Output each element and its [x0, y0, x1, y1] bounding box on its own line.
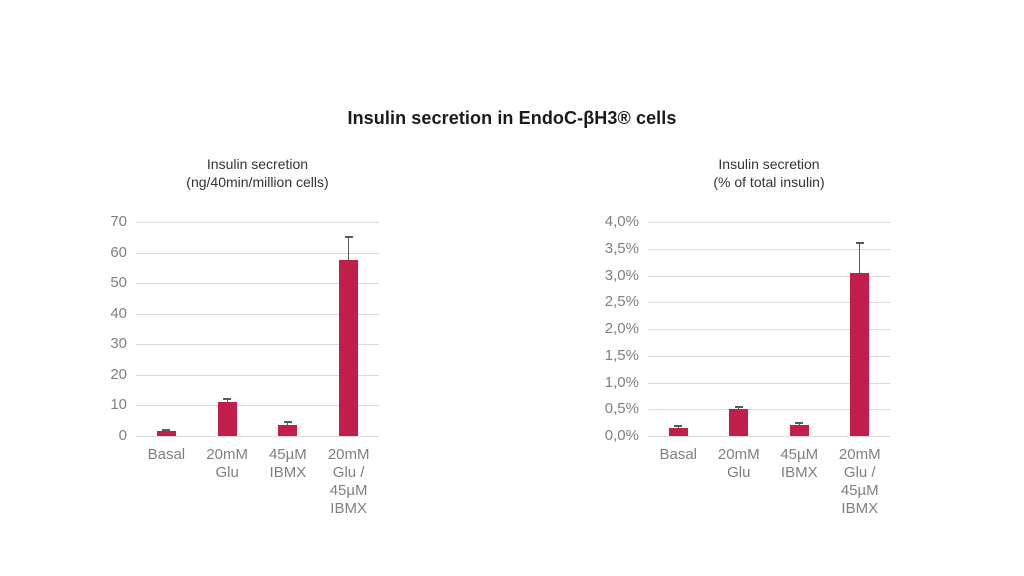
- y-axis-tick-label: 0,5%: [604, 400, 639, 418]
- y-axis-tick-label: 2,0%: [604, 320, 639, 337]
- x-axis-category-label-line: Glu: [215, 464, 239, 481]
- error-bar-whisker: [348, 237, 350, 261]
- x-axis-category-label: 20mM Glu /45µM IBMX: [830, 446, 891, 518]
- bar-45-m-ibmx: [789, 425, 809, 436]
- y-axis-tick-label: 40: [110, 304, 127, 322]
- x-axis-category-label: Basal: [136, 446, 197, 464]
- gridline: [648, 248, 890, 250]
- gridline: [648, 382, 890, 384]
- gridline: [136, 313, 379, 315]
- error-bar-cap: [734, 405, 743, 408]
- y-axis-tick-label: 3,0%: [604, 266, 639, 284]
- x-axis-category-label-line: Basal: [659, 446, 698, 463]
- x-axis-category-label-line: 20mM: [838, 446, 881, 463]
- bar-20mm-glu-45-m-ibmx: [850, 272, 870, 436]
- bar-20mm-glu-45-m-ibmx: [339, 260, 359, 436]
- error-bar-cap: [283, 421, 292, 424]
- y-axis-tick-label: 70: [110, 213, 127, 230]
- x-axis-category-label-line: Glu /: [843, 464, 876, 481]
- x-axis-category-label-line: IBMX: [780, 464, 818, 481]
- x-axis-category-label-line: Glu /: [332, 464, 365, 481]
- x-axis-category-label-line: Basal: [147, 446, 186, 463]
- error-bar-whisker: [287, 422, 289, 426]
- y-axis-tick-label: 50: [110, 274, 127, 292]
- gridline: [136, 405, 379, 407]
- gridline: [648, 409, 890, 411]
- chart-subtitle-line-1: Insulin secretion: [206, 156, 309, 172]
- y-axis-tick-label: 2,5%: [604, 293, 639, 311]
- gridline: [136, 222, 379, 223]
- x-axis-category-label-line: 45µM: [268, 446, 307, 463]
- bar-45-m-ibmx: [278, 425, 298, 436]
- error-bar-whisker: [859, 243, 861, 273]
- error-bar-whisker: [798, 423, 800, 426]
- x-axis-category-label-line: 20mM: [327, 446, 370, 463]
- y-axis-tick-label: 4,0%: [604, 213, 639, 230]
- gridline: [648, 329, 890, 330]
- x-axis-category-label-line: IBMX: [269, 464, 307, 481]
- y-axis-tick-label: 0: [118, 427, 127, 444]
- x-axis-category-label: 45µM IBMX: [769, 446, 830, 482]
- x-axis-category-label-line: IBMX: [841, 500, 879, 517]
- x-axis-category-label-line: 45µM: [780, 446, 819, 463]
- x-axis-category-label-line: IBMX: [330, 500, 367, 517]
- plot-area: [136, 222, 379, 437]
- error-bar-cap: [795, 422, 804, 425]
- bar-basal: [156, 431, 176, 436]
- error-bar-cap: [855, 242, 864, 245]
- error-bar-cap: [344, 236, 353, 239]
- gridline: [136, 283, 379, 285]
- x-axis-category-label-line: 20mM: [206, 446, 248, 463]
- gridline: [648, 302, 890, 304]
- error-bar-cap: [162, 428, 171, 431]
- y-axis-tick-label: 0,0%: [604, 427, 639, 444]
- error-bar-whisker: [738, 406, 740, 410]
- x-axis-category-label: 45µM IBMX: [258, 446, 319, 482]
- y-axis-tick-label: 30: [110, 335, 127, 353]
- gridline: [136, 344, 379, 346]
- chart-subtitle-line-2: (ng/40min/million cells): [186, 174, 329, 190]
- x-axis-category-label-line: Glu: [727, 464, 751, 481]
- x-axis-category-label: 20mM Glu /45µM IBMX: [318, 446, 379, 518]
- chart-subtitle-line-1: Insulin secretion: [718, 156, 820, 172]
- gridline: [648, 355, 890, 357]
- error-bar-cap: [223, 398, 232, 401]
- x-axis-category-label-line: 45µM: [329, 482, 368, 499]
- y-axis-tick-label: 1,0%: [604, 373, 639, 391]
- x-axis-category-label-line: 20mM: [717, 446, 760, 463]
- page-title: Insulin secretion in EndoC-βH3® cells: [347, 108, 677, 128]
- error-bar-cap: [674, 425, 683, 428]
- x-axis-category-label: 20mM Glu: [197, 446, 258, 482]
- chart-subtitle: Insulin secretion (% of total insulin): [648, 155, 890, 191]
- y-axis-tick-label: 10: [110, 396, 127, 414]
- y-axis-tick-label: 3,5%: [604, 239, 639, 257]
- gridline: [136, 252, 379, 254]
- gridline: [648, 275, 890, 277]
- chart-subtitle: Insulin secretion (ng/40min/million cells…: [136, 155, 379, 191]
- x-axis-category-label: Basal: [648, 446, 709, 464]
- plot-area: [648, 222, 890, 437]
- chart-subtitle-line-2: (% of total insulin): [713, 174, 825, 190]
- y-axis-tick-label: 1,5%: [604, 346, 639, 364]
- y-axis-tick-label: 60: [110, 243, 127, 261]
- bar-basal: [668, 427, 688, 436]
- y-axis-tick-label: 20: [110, 365, 127, 383]
- bar-20mm-glu: [217, 402, 237, 436]
- x-axis-line: [648, 436, 890, 437]
- x-axis-category-label: 20mM Glu: [709, 446, 770, 482]
- error-bar-whisker: [226, 399, 228, 403]
- gridline: [136, 374, 379, 376]
- x-axis-category-label-line: 45µM: [840, 482, 879, 499]
- bar-20mm-glu: [729, 409, 749, 436]
- gridline: [648, 222, 890, 223]
- x-axis-line: [136, 436, 379, 437]
